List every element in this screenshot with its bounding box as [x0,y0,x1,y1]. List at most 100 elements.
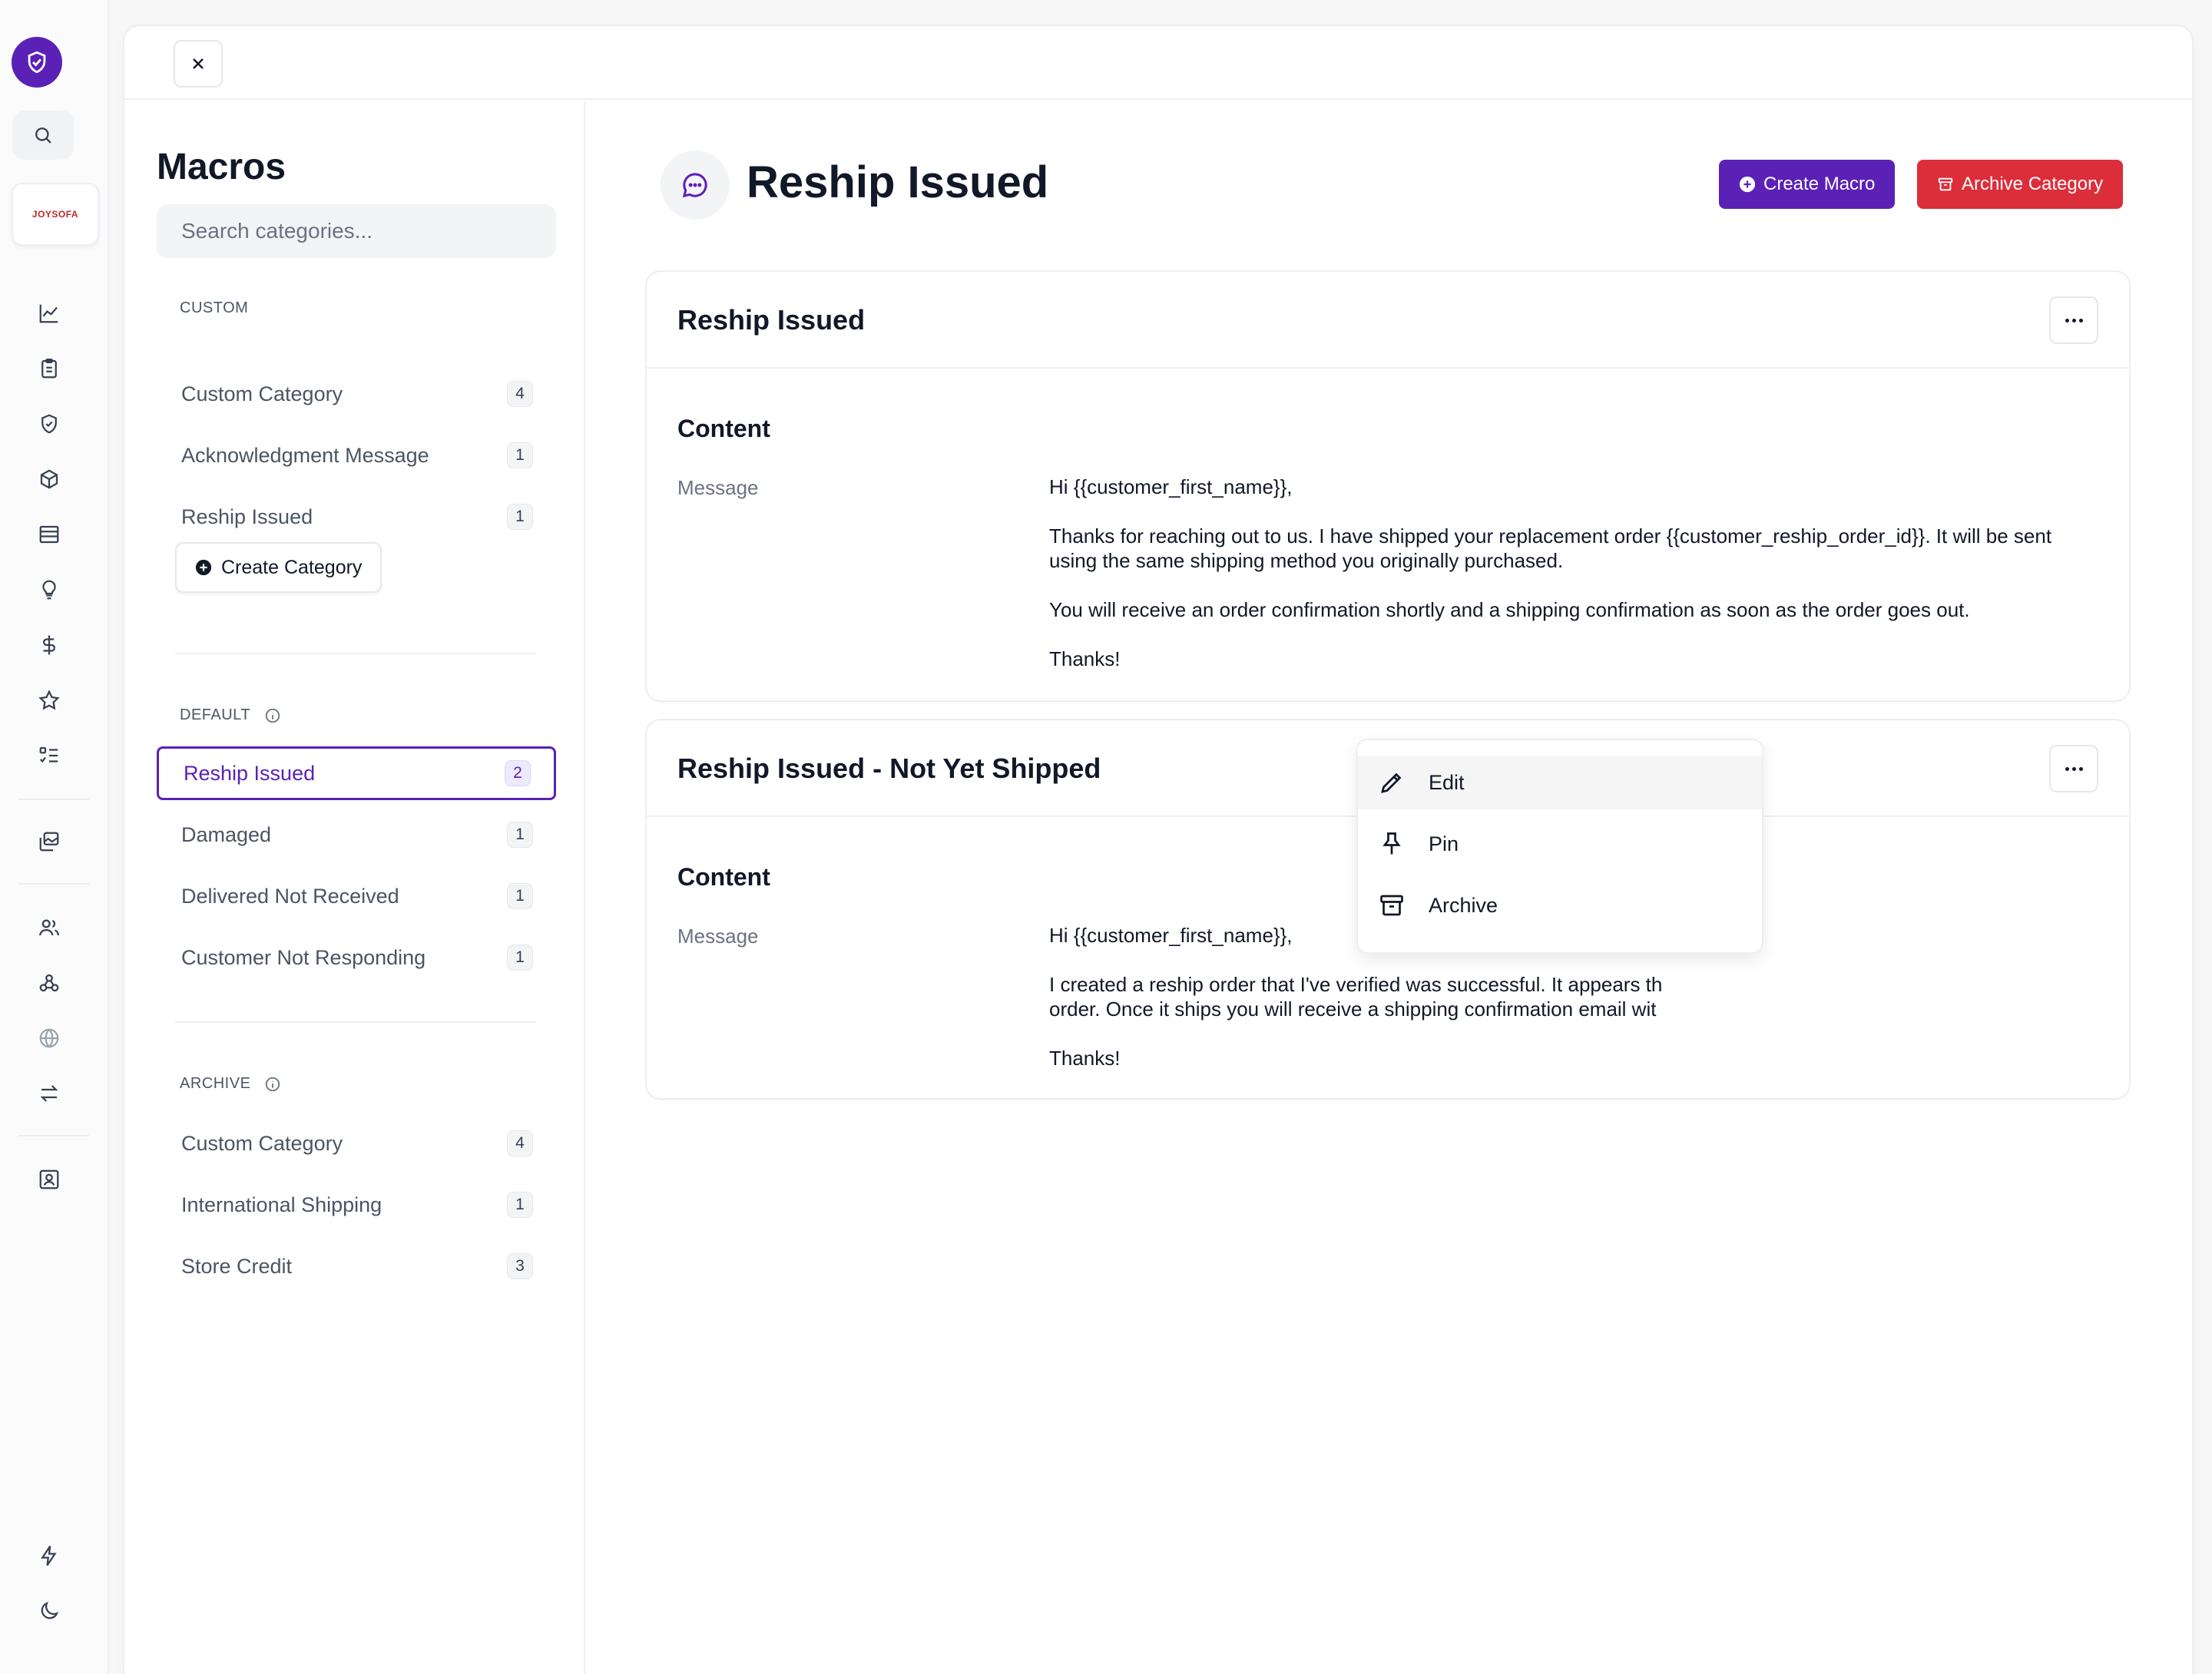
category-item[interactable]: Customer Not Responding 1 [157,931,556,984]
menu-item-edit[interactable]: Edit [1358,756,1762,809]
category-item[interactable]: Custom Category 4 [157,1117,556,1170]
section-default-label: DEFAULT [180,706,281,724]
page-title: Reship Issued [747,157,1049,207]
category-item-active[interactable]: Reship Issued 2 [157,746,556,800]
create-macro-button[interactable]: Create Macro [1719,160,1896,209]
macro-card: Reship Issued Content Message Hi {{custo… [647,272,2129,700]
clipboard-icon [41,359,57,379]
section-custom-label: CUSTOM [180,299,249,316]
nav-transfers[interactable] [34,1078,65,1109]
app-logo[interactable] [12,37,62,88]
count-badge: 1 [507,883,533,909]
store-logo-text: JOYSOFA [31,209,79,220]
chart-line-icon [39,304,58,323]
archive-icon [1938,177,1953,191]
category-item[interactable]: Reship Issued 1 [157,490,556,544]
nav-analytics[interactable] [34,298,65,329]
section-archive-label: ARCHIVE [180,1075,281,1093]
category-search-input[interactable] [157,204,556,258]
archive-icon [1380,895,1403,916]
nav-globe[interactable] [34,1023,65,1054]
menu-item-archive[interactable]: Archive [1358,878,1762,932]
box-icon [40,469,58,489]
info-icon[interactable] [264,707,281,724]
menu-item-pin[interactable]: Pin [1358,817,1762,871]
category-item[interactable]: Delivered Not Received 1 [157,869,556,923]
webhook-icon [39,974,59,992]
message-label: Message [677,476,759,499]
macros-title: Macros [157,147,286,187]
category-item[interactable]: Custom Category 4 [157,367,556,421]
nav-products[interactable] [34,464,65,495]
shield-check-icon [28,51,46,74]
nav-customers[interactable] [34,912,65,943]
content-heading: Content [677,415,770,442]
category-icon [661,151,730,220]
nav-tables[interactable] [34,519,65,550]
nav-protection[interactable] [34,409,65,439]
theme-toggle[interactable] [34,1596,65,1626]
nav-clipboard[interactable] [34,353,65,384]
shield-icon [41,414,57,434]
store-switcher[interactable]: JOYSOFA [12,183,99,246]
count-badge: 1 [507,945,533,971]
count-badge: 1 [507,442,533,468]
nav-gallery[interactable] [34,826,65,857]
message-label: Message [677,925,759,948]
checklist-icon [39,746,58,763]
global-search-button[interactable] [12,111,74,160]
category-item[interactable]: International Shipping 1 [157,1178,556,1232]
lightning-icon [41,1545,57,1566]
table-icon [39,525,59,544]
nav-checklist[interactable] [34,740,65,771]
nav-automations[interactable] [34,1540,65,1571]
arrows-exchange-icon [40,1085,58,1102]
category-item[interactable]: Damaged 1 [157,808,556,862]
dots-icon [2065,766,2069,771]
search-icon [35,127,51,144]
plus-circle-icon [1739,176,1756,193]
create-category-button[interactable]: Create Category [175,542,382,593]
dollar-icon [43,635,55,655]
message-body: Hi {{customer_first_name}}, Thanks for r… [1049,475,2052,670]
content-heading: Content [677,863,770,891]
macro-title: Reship Issued [677,304,866,336]
more-options-button[interactable] [2049,296,2098,344]
info-icon[interactable] [264,1076,281,1093]
moon-icon [41,1601,59,1619]
nav-ideas[interactable] [34,574,65,605]
pin-icon [1382,832,1401,855]
users-icon [39,919,59,936]
close-button[interactable] [174,40,223,88]
pencil-icon [1381,772,1402,793]
nav-billing[interactable] [34,630,65,660]
dots-icon [2065,318,2069,323]
count-badge: 1 [507,822,533,848]
count-badge: 1 [507,1192,533,1218]
nav-contacts[interactable] [34,1164,65,1195]
app-rail: JOYSOFA [0,0,109,1674]
category-item[interactable]: Acknowledgment Message 1 [157,428,556,482]
close-icon [193,58,204,69]
count-badge: 4 [507,1130,533,1156]
archive-category-button[interactable]: Archive Category [1917,160,2124,209]
images-icon [39,832,59,852]
category-item[interactable]: Store Credit 3 [157,1239,556,1293]
globe-icon [39,1028,59,1048]
count-badge: 4 [507,381,533,407]
lightbulb-icon [42,580,56,600]
count-badge: 3 [507,1253,533,1279]
plus-circle-icon [195,559,212,576]
nav-webhooks[interactable] [34,968,65,998]
count-badge: 1 [507,504,533,530]
panel-topbar [124,26,2192,100]
macro-title: Reship Issued - Not Yet Shipped [677,753,1101,784]
count-badge: 2 [505,760,531,786]
contact-card-icon [39,1169,59,1189]
nav-favorites[interactable] [34,685,65,716]
more-options-button[interactable] [2049,745,2098,792]
star-icon [38,690,60,710]
chat-bubble-icon [682,173,707,198]
